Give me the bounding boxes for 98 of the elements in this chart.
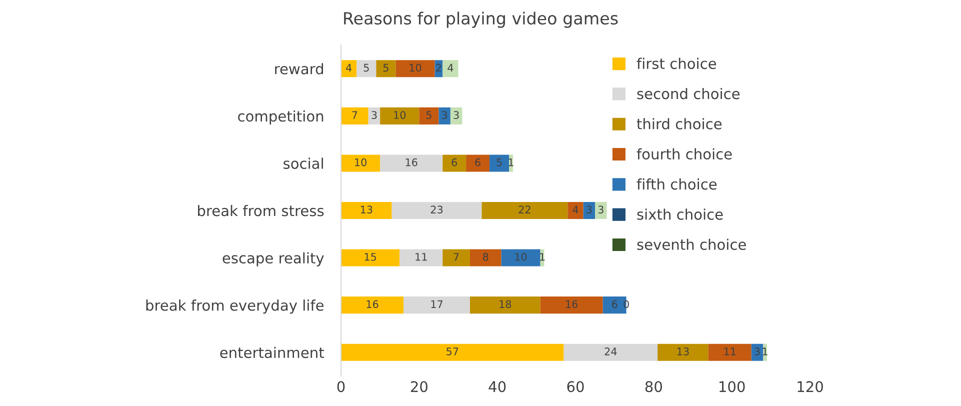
data-label: 13 [677, 348, 689, 356]
x-tick-label: 80 [645, 381, 662, 392]
data-label: 3 [586, 206, 592, 214]
bar [466, 154, 490, 172]
x-tick-label: 120 [798, 381, 823, 392]
data-label: 5 [383, 64, 388, 72]
bar [380, 107, 420, 124]
bar [708, 344, 752, 361]
bar [341, 202, 392, 220]
data-label: 4 [346, 64, 352, 72]
bar [438, 107, 450, 124]
bar [400, 249, 443, 266]
data-label: 18 [500, 300, 512, 308]
bar [442, 249, 470, 266]
y-tick-label: reward [275, 63, 324, 74]
bar [392, 202, 482, 220]
data-label: 16 [366, 300, 378, 308]
bar [540, 296, 603, 314]
data-label: 5 [496, 158, 502, 166]
bar [404, 296, 470, 314]
bar [751, 344, 764, 361]
x-tick-label: 40 [488, 381, 506, 392]
x-tick-label: 20 [410, 381, 428, 392]
y-tick-label: escape reality [222, 252, 324, 266]
bar [568, 202, 584, 220]
bar [341, 60, 357, 78]
data-label: 11 [416, 253, 427, 261]
data-label: 3 [598, 206, 604, 214]
bar [470, 296, 540, 314]
bar [442, 60, 458, 78]
data-label: 13 [360, 206, 372, 214]
legend-label: third choice [636, 118, 722, 130]
data-label: 3 [754, 348, 760, 356]
bar [376, 60, 396, 78]
data-label: 6 [612, 300, 618, 308]
x-tick-label: 60 [567, 381, 584, 392]
legend-label: fifth choice [636, 178, 717, 190]
data-label: 24 [604, 348, 617, 356]
data-label: 10 [355, 158, 366, 166]
bar [380, 154, 443, 172]
bar [396, 60, 435, 78]
data-label: 3 [454, 111, 459, 119]
data-label: 57 [446, 348, 458, 356]
data-label: 11 [724, 348, 736, 356]
x-tick-label: 0 [337, 381, 345, 392]
y-tick-label: break from everyday life [146, 300, 324, 314]
data-label: 7 [454, 253, 459, 261]
data-label: 3 [442, 111, 448, 119]
y-tick-label: social [284, 158, 323, 169]
bar [583, 202, 596, 220]
y-tick-label: entertainment [220, 346, 324, 358]
legend-label: sixth choice [637, 208, 723, 220]
data-label: 0 [624, 300, 629, 308]
bar [658, 344, 708, 361]
legend-label: first choice [636, 58, 716, 70]
y-tick-label: break from stress [198, 204, 324, 216]
data-label: 1 [540, 253, 545, 261]
data-label: 23 [430, 206, 443, 214]
data-label: 4 [572, 206, 578, 214]
data-label: 17 [431, 300, 442, 308]
chart-title: Reasons for playing video games [344, 12, 618, 28]
legend-label: seventh choice [637, 238, 746, 250]
bar [356, 60, 376, 78]
data-label: 3 [372, 111, 377, 119]
bar [564, 344, 658, 361]
data-label: 6 [452, 158, 457, 166]
legend-label: second choice [637, 88, 740, 100]
data-label: 7 [352, 111, 358, 119]
y-tick-label: competition [238, 110, 324, 124]
data-label: 16 [566, 300, 578, 308]
bar [368, 107, 380, 124]
data-label: 10 [410, 64, 422, 72]
x-tick-label: 100 [720, 381, 745, 392]
bar [442, 154, 466, 172]
bar [482, 202, 568, 220]
data-label: 6 [475, 158, 480, 166]
data-label: 5 [426, 111, 432, 119]
data-label: 2 [436, 64, 441, 72]
data-label: 8 [483, 252, 488, 261]
bar [341, 154, 380, 172]
data-label: 16 [406, 158, 418, 166]
data-label: 4 [448, 64, 454, 72]
data-label: 15 [364, 253, 376, 261]
data-label: 22 [518, 206, 530, 214]
legend-label: fourth choice [636, 148, 732, 160]
bar [419, 107, 439, 124]
bar [490, 154, 510, 172]
bar [341, 296, 404, 314]
data-label: 10 [394, 111, 406, 119]
data-label: 10 [515, 252, 527, 261]
bar [341, 344, 564, 361]
data-label: 5 [364, 64, 369, 72]
bar [341, 107, 368, 124]
bar [595, 202, 607, 220]
bar [470, 249, 502, 266]
bar [341, 249, 400, 266]
bar [501, 249, 540, 266]
bar [450, 107, 462, 124]
